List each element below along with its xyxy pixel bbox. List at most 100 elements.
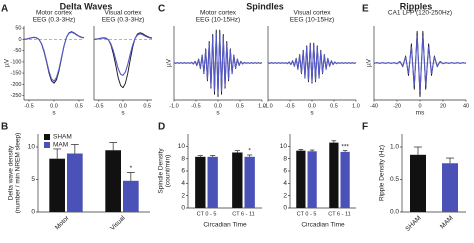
x-tick-label: 0.0 (308, 103, 316, 109)
x-axis-label: s (52, 110, 56, 117)
y-tick-label: 2 (181, 192, 185, 199)
x-tick-label: 20 (440, 103, 446, 109)
bar (207, 156, 218, 208)
bar (307, 151, 317, 208)
x-axis-label: Circadian Time (301, 222, 345, 229)
line-series (93, 33, 153, 76)
legend-swatch (44, 142, 50, 148)
y-tick-label: 8 (283, 155, 287, 162)
annotation: * (130, 165, 133, 172)
panel-label: B (1, 122, 8, 133)
y-tick-label: 0 (18, 37, 21, 43)
x-axis-label: s (121, 110, 125, 117)
x-tick-label: CT 6 - 11 (328, 211, 350, 217)
y-tick-label: -250 (10, 93, 21, 99)
x-tick-label: 0.0 (214, 103, 222, 109)
bar (49, 158, 65, 212)
y-tick-label: 1.0 (390, 144, 399, 151)
annotation: * (248, 148, 251, 155)
x-tick-label: 0.5 (75, 103, 83, 109)
x-tick-label: -40 (370, 103, 378, 109)
bar (105, 150, 121, 212)
y-tick-label: 0.0 (390, 209, 399, 216)
y-axis-label: µV (166, 58, 173, 67)
y-tick-label: 0 (283, 205, 287, 212)
x-tick-label: 0.0 (119, 103, 127, 109)
y-tick-label: 10 (280, 143, 288, 150)
y-tick-label: 5 (31, 176, 35, 183)
y-tick-label: 2 (283, 192, 287, 199)
x-tick-label: -0.5 (285, 103, 294, 109)
line-series (173, 32, 263, 94)
x-tick-label: 0.5 (143, 103, 151, 109)
line-series (267, 44, 357, 83)
x-tick-label: 0.0 (50, 103, 58, 109)
line-series (23, 31, 85, 82)
panel-title: Ripples (400, 1, 433, 11)
y-tick-label: 10 (178, 143, 186, 150)
y-axis-label: Delta wave density (8, 145, 15, 200)
x-tick-label: 1.0 (258, 103, 266, 109)
x-tick-label: -0.5 (191, 103, 200, 109)
y-tick-label: 0.5 (390, 176, 399, 183)
y-tick-label: 6 (181, 168, 185, 175)
panel-label: C (158, 4, 165, 15)
legend-swatch (44, 134, 50, 140)
x-axis-label: Circadian Time (203, 222, 247, 229)
y-tick-label: 4 (181, 180, 185, 187)
subtitle: Motor cortex (36, 10, 73, 17)
bar (195, 156, 206, 208)
subtitle: Visual cortex (104, 10, 142, 17)
bar (232, 152, 243, 208)
subtitle: Visual cortex (293, 10, 331, 17)
y-tick-label: 4 (283, 180, 287, 187)
subtitle: EEG (0.3-3Hz) (33, 17, 76, 24)
y-tick-label: 0 (31, 209, 35, 216)
x-tick-label: 1.0 (352, 103, 360, 109)
y-axis-label: (count/min) (165, 155, 172, 188)
y-tick-label: 8 (181, 155, 185, 162)
y-tick-label: 50 (15, 26, 21, 32)
x-axis-label: s (216, 110, 220, 117)
y-tick-label: -150 (10, 71, 21, 77)
panel-title: Spindles (246, 1, 284, 11)
bar (296, 150, 306, 208)
bar (442, 163, 458, 212)
y-axis-label: µV (4, 58, 11, 67)
panel-title: Delta Waves (60, 1, 113, 11)
y-axis-label: Ripple Density (Hz) (379, 145, 386, 201)
subtitle: EEG (0.3-3Hz) (102, 17, 145, 24)
subtitle: CA1 LFP (120-250Hz) (388, 10, 452, 17)
line-series (373, 35, 467, 93)
panel-label: A (1, 4, 8, 15)
x-tick-label: 0.5 (330, 103, 338, 109)
x-tick-label: -0.5 (24, 103, 33, 109)
subtitle: Motor cortex (200, 10, 237, 17)
y-tick-label: -50 (14, 48, 22, 54)
x-tick-label: CT 0 - 5 (197, 211, 217, 217)
x-tick-label: -20 (393, 103, 401, 109)
x-tick-label: 0 (418, 103, 421, 109)
bar (329, 142, 339, 208)
panel-label: E (362, 4, 369, 15)
x-tick-label: 0.5 (236, 103, 244, 109)
bar (340, 151, 350, 208)
bar (67, 153, 83, 212)
y-tick-label: 0 (181, 205, 185, 212)
x-tick-label: -0.5 (94, 103, 103, 109)
legend-label: MAM (53, 142, 68, 149)
subtitle: EEG (10-15Hz) (290, 17, 334, 24)
y-axis-label: µV (366, 58, 373, 67)
y-axis-label: (number / min NREM sleep) (15, 133, 22, 214)
y-tick-label: -200 (10, 82, 21, 88)
x-axis-label: ms (416, 110, 425, 117)
bar (410, 154, 426, 212)
x-tick-label: -1.0 (263, 103, 272, 109)
y-tick-label: 10 (28, 144, 36, 151)
x-tick-label: CT 0 - 5 (297, 211, 317, 217)
subtitle: EEG (10-15Hz) (196, 17, 240, 24)
panel-label: D (158, 122, 165, 133)
legend-label: SHAM (53, 134, 72, 141)
x-axis-label: s (310, 110, 314, 117)
